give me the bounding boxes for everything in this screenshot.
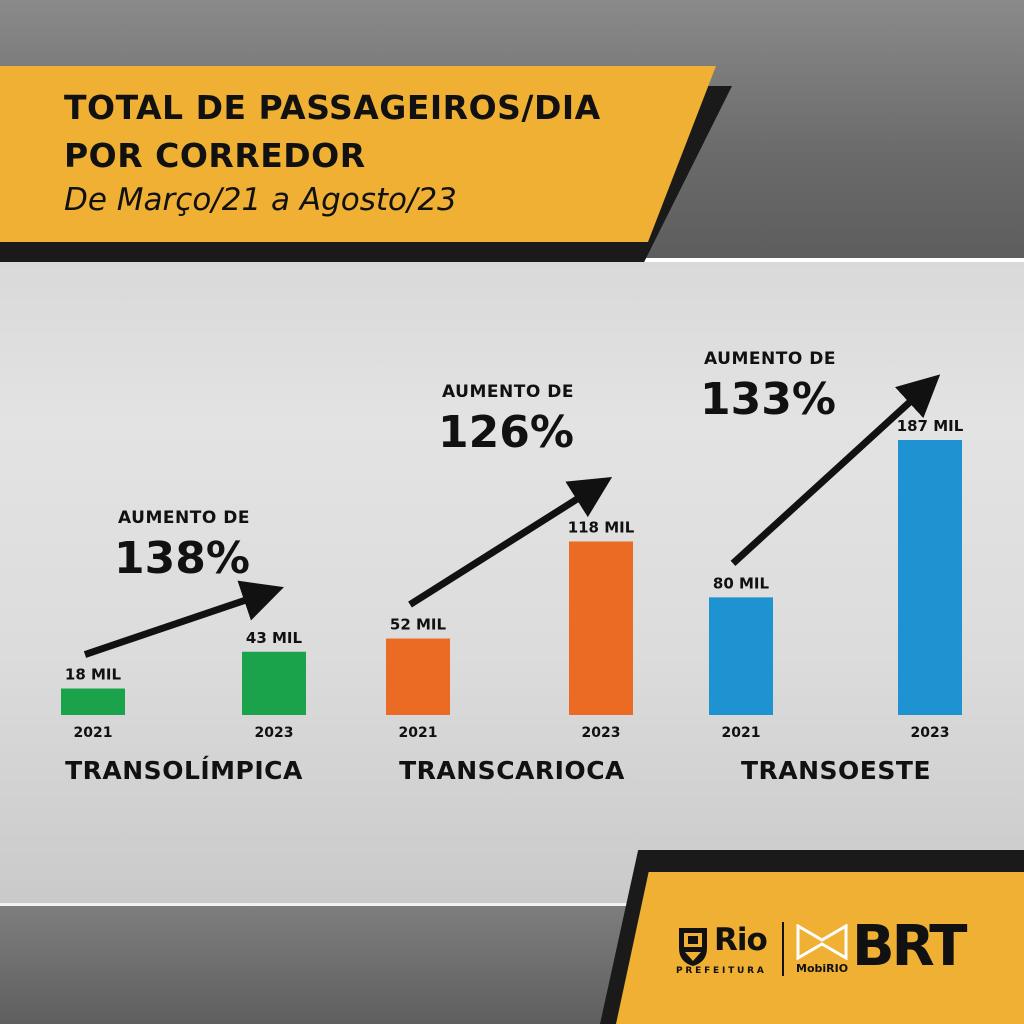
rio-text: Rio [714, 922, 768, 958]
category-tick-label: 2023 [582, 725, 621, 741]
mobirio-text: MobiRIO [796, 962, 849, 975]
bar-value-label: 43 MIL [246, 629, 303, 647]
brt-text: BRT [852, 914, 967, 979]
bar [61, 688, 125, 715]
annotation-percent: 138% [114, 533, 250, 584]
coat-of-arms-icon [679, 928, 707, 966]
corridor-title: TRANSCARIOCA [399, 756, 625, 785]
increase-arrow [730, 374, 941, 566]
background-middle [0, 262, 1024, 912]
bar-value-label: 80 MIL [713, 574, 770, 592]
annotation-percent: 133% [700, 374, 836, 425]
bar [709, 597, 773, 715]
annotation-label: AUMENTO DE [704, 349, 836, 369]
mobirio-brt-logo: MobiRIO BRT [796, 914, 976, 980]
increase-arrow [83, 580, 284, 658]
bar [386, 638, 450, 715]
corridor-title: TRANSOLÍMPICA [65, 756, 303, 785]
mobirio-mark-icon [796, 924, 848, 960]
annotation-label: AUMENTO DE [442, 382, 574, 402]
title-line-2: POR CORREDOR [64, 136, 366, 175]
bar [898, 440, 962, 715]
divider-bottom [0, 903, 1024, 906]
category-tick-label: 2021 [74, 725, 113, 741]
bar-value-label: 18 MIL [65, 666, 122, 684]
annotation-label: AUMENTO DE [118, 508, 250, 528]
title-line-1: TOTAL DE PASSAGEIROS/DIA [64, 88, 601, 127]
category-tick-label: 2023 [911, 725, 950, 741]
bar [569, 541, 633, 715]
prefeitura-text: PREFEITURA [676, 966, 767, 976]
title-banner [0, 66, 716, 242]
increase-arrow [408, 476, 613, 608]
subtitle: De Março/21 a Agosto/23 [64, 182, 457, 218]
bar-value-label: 187 MIL [897, 417, 964, 435]
corridor-title: TRANSOESTE [741, 756, 931, 785]
bar-charts: 18 MIL 2021 43 MIL 2023 TRANSOLÍMPICA AUMENTO… [61, 349, 964, 785]
bar-value-label: 52 MIL [390, 616, 447, 634]
logo-separator [782, 922, 784, 976]
bar [242, 651, 306, 715]
rio-prefeitura-logo: Rio PREFEITURA [676, 922, 776, 978]
bar-value-label: 118 MIL [568, 518, 635, 536]
category-tick-label: 2021 [399, 725, 438, 741]
annotation-percent: 126% [438, 407, 574, 458]
category-tick-label: 2021 [722, 725, 761, 741]
category-tick-label: 2023 [255, 725, 294, 741]
